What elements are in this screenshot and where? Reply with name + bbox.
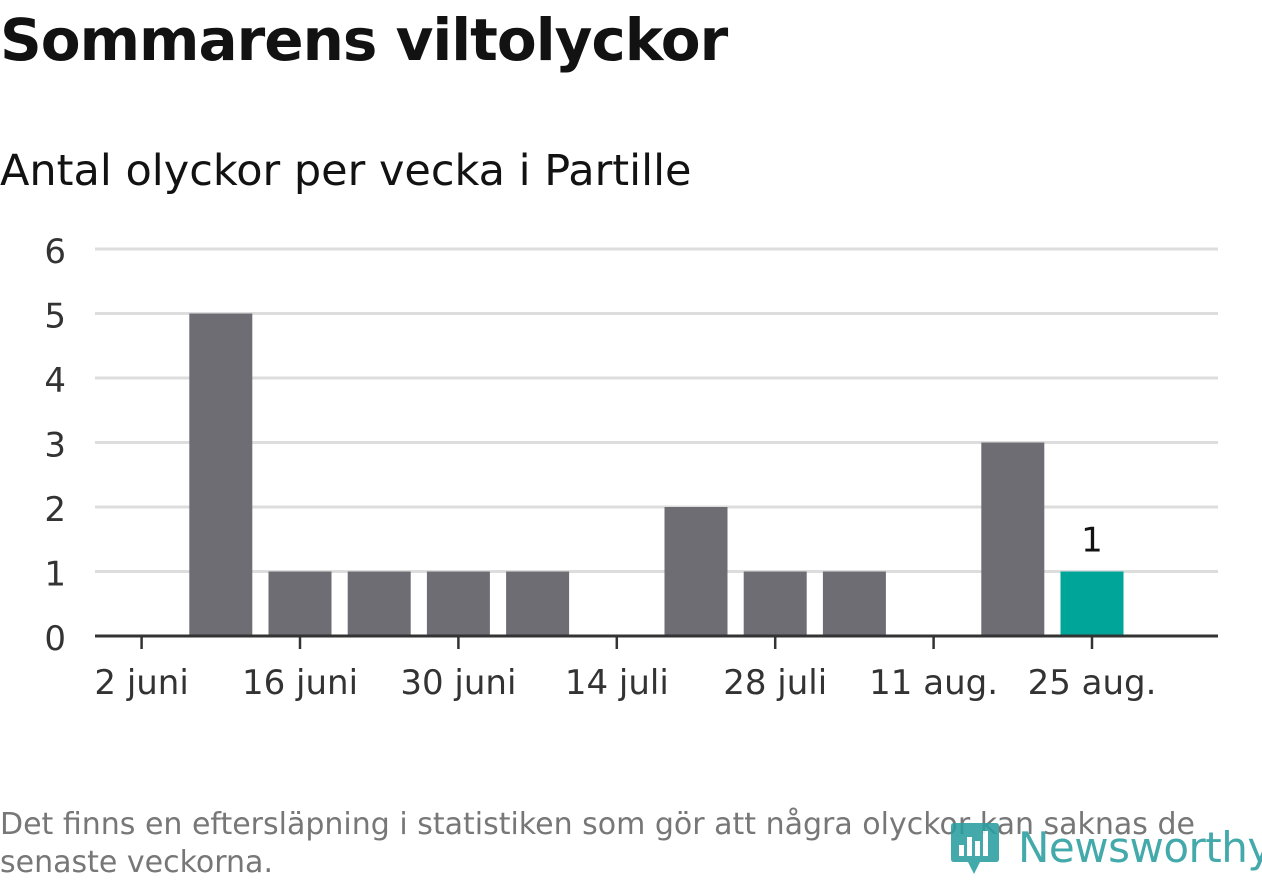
x-tick-label: 16 juni (242, 663, 358, 703)
bar (268, 571, 332, 636)
x-tick-label: 28 juli (723, 663, 827, 703)
bar (426, 571, 490, 636)
y-tick-label: 0 (44, 619, 66, 659)
logo-text: Newsworthy (1018, 823, 1262, 872)
x-tick-label: 2 juni (94, 663, 188, 703)
bar-highlight (1060, 571, 1124, 636)
bar (743, 571, 807, 636)
bar (347, 571, 411, 636)
y-tick-label: 1 (44, 555, 66, 595)
y-tick-label: 3 (44, 426, 66, 466)
bar (506, 571, 570, 636)
newsworthy-logo-icon (951, 823, 999, 874)
x-axis-ticks: 2 juni 16 juni 30 juni 14 juli 28 juli 11 aug… (94, 636, 1156, 703)
y-tick-label: 5 (44, 297, 66, 337)
y-axis-ticks: 0 1 2 3 4 5 6 (44, 232, 66, 659)
data-label: 1 (1081, 521, 1103, 561)
bar (664, 507, 728, 636)
chart-subtitle: Antal olyckor per vecka i Partille (0, 146, 692, 196)
newsworthy-logo: Newsworthy (950, 818, 1262, 878)
x-tick-label: 30 juni (400, 663, 516, 703)
y-tick-label: 6 (44, 232, 66, 272)
x-tick-label: 11 aug. (869, 663, 998, 703)
y-tick-label: 2 (44, 490, 66, 530)
chart-title: Sommarens viltolyckor (0, 6, 728, 74)
bar (981, 442, 1045, 636)
bars (189, 313, 1124, 636)
y-tick-label: 4 (44, 361, 66, 401)
x-tick-label: 14 juli (565, 663, 669, 703)
bar (822, 571, 886, 636)
bar (189, 313, 253, 636)
data-labels: 1 (1081, 521, 1103, 561)
gridlines (95, 247, 1218, 573)
x-tick-label: 25 aug. (1028, 663, 1157, 703)
